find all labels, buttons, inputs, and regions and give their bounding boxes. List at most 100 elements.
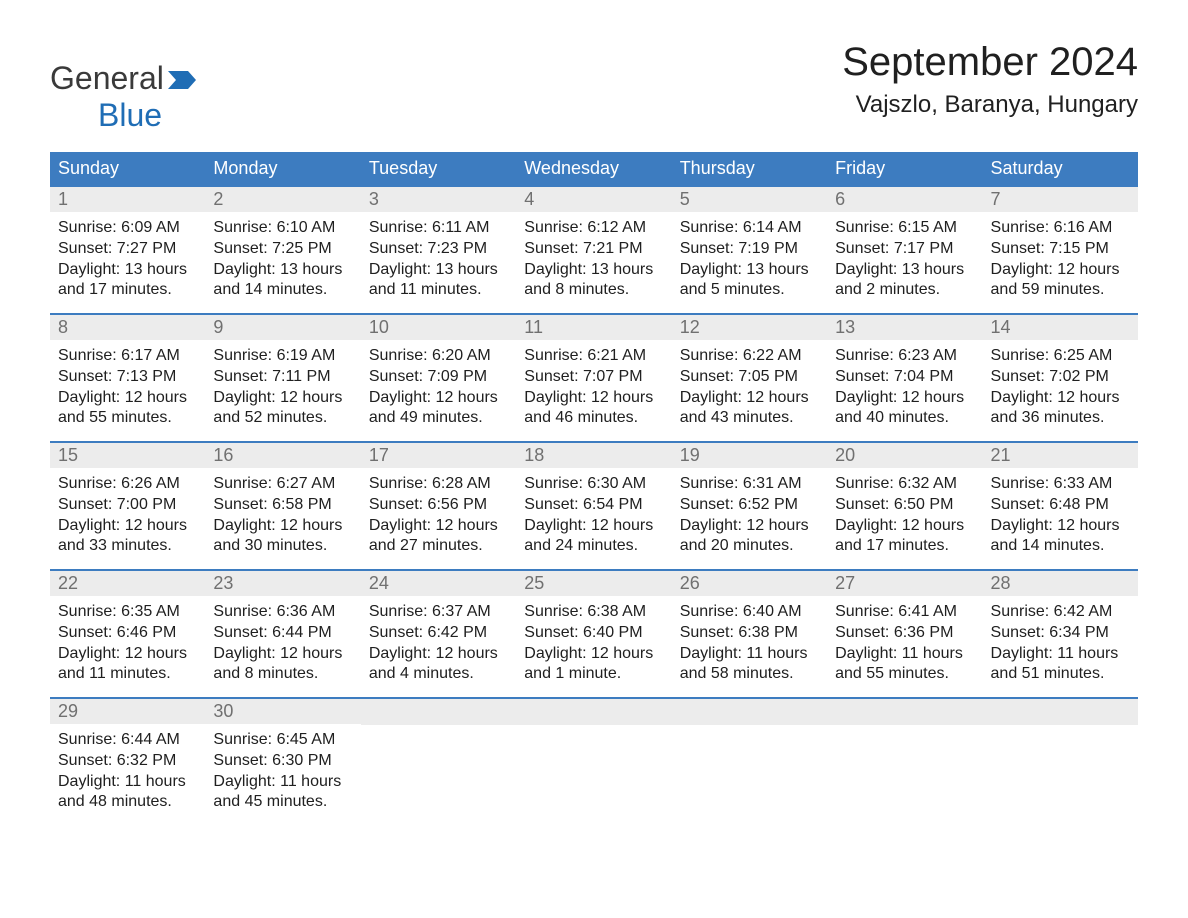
- calendar-day-cell: 8Sunrise: 6:17 AMSunset: 7:13 PMDaylight…: [50, 314, 205, 442]
- weekday-header: Saturday: [983, 152, 1138, 186]
- daylight-text: Daylight: 12 hours and 49 minutes.: [369, 388, 508, 430]
- day-number: 10: [361, 315, 516, 340]
- daylight-text: Daylight: 11 hours and 48 minutes.: [58, 772, 197, 814]
- day-number: 15: [50, 443, 205, 468]
- day-number: 22: [50, 571, 205, 596]
- day-body: Sunrise: 6:44 AMSunset: 6:32 PMDaylight:…: [50, 724, 205, 823]
- day-number: 23: [205, 571, 360, 596]
- sunrise-text: Sunrise: 6:28 AM: [369, 474, 508, 495]
- sunset-text: Sunset: 7:07 PM: [524, 367, 663, 388]
- daylight-text: Daylight: 12 hours and 11 minutes.: [58, 644, 197, 686]
- daylight-text: Daylight: 12 hours and 17 minutes.: [835, 516, 974, 558]
- day-body: Sunrise: 6:17 AMSunset: 7:13 PMDaylight:…: [50, 340, 205, 439]
- day-number: 9: [205, 315, 360, 340]
- calendar-day-cell: 9Sunrise: 6:19 AMSunset: 7:11 PMDaylight…: [205, 314, 360, 442]
- calendar-day-cell: 7Sunrise: 6:16 AMSunset: 7:15 PMDaylight…: [983, 186, 1138, 314]
- sunrise-text: Sunrise: 6:38 AM: [524, 602, 663, 623]
- logo-flag-icon: [168, 60, 196, 96]
- sunset-text: Sunset: 7:19 PM: [680, 239, 819, 260]
- sunrise-text: Sunrise: 6:26 AM: [58, 474, 197, 495]
- day-number: 5: [672, 187, 827, 212]
- day-number: 7: [983, 187, 1138, 212]
- sunset-text: Sunset: 6:56 PM: [369, 495, 508, 516]
- sunset-text: Sunset: 7:27 PM: [58, 239, 197, 260]
- daylight-text: Daylight: 13 hours and 5 minutes.: [680, 260, 819, 302]
- sunrise-text: Sunrise: 6:21 AM: [524, 346, 663, 367]
- calendar-day-cell: 12Sunrise: 6:22 AMSunset: 7:05 PMDayligh…: [672, 314, 827, 442]
- day-body: Sunrise: 6:11 AMSunset: 7:23 PMDaylight:…: [361, 212, 516, 311]
- sunrise-text: Sunrise: 6:45 AM: [213, 730, 352, 751]
- sunset-text: Sunset: 7:02 PM: [991, 367, 1130, 388]
- day-number: 21: [983, 443, 1138, 468]
- day-body: Sunrise: 6:22 AMSunset: 7:05 PMDaylight:…: [672, 340, 827, 439]
- sunrise-text: Sunrise: 6:09 AM: [58, 218, 197, 239]
- day-body: Sunrise: 6:27 AMSunset: 6:58 PMDaylight:…: [205, 468, 360, 567]
- weekday-header: Wednesday: [516, 152, 671, 186]
- calendar-day-cell: 5Sunrise: 6:14 AMSunset: 7:19 PMDaylight…: [672, 186, 827, 314]
- calendar-day-cell: 3Sunrise: 6:11 AMSunset: 7:23 PMDaylight…: [361, 186, 516, 314]
- weekday-header: Thursday: [672, 152, 827, 186]
- calendar-day-cell: 28Sunrise: 6:42 AMSunset: 6:34 PMDayligh…: [983, 570, 1138, 698]
- title-block: September 2024 Vajszlo, Baranya, Hungary: [842, 40, 1138, 119]
- day-body: Sunrise: 6:26 AMSunset: 7:00 PMDaylight:…: [50, 468, 205, 567]
- day-body: Sunrise: 6:40 AMSunset: 6:38 PMDaylight:…: [672, 596, 827, 695]
- day-number: 12: [672, 315, 827, 340]
- day-body: Sunrise: 6:31 AMSunset: 6:52 PMDaylight:…: [672, 468, 827, 567]
- day-body: Sunrise: 6:41 AMSunset: 6:36 PMDaylight:…: [827, 596, 982, 695]
- weekday-header: Sunday: [50, 152, 205, 186]
- sunset-text: Sunset: 6:36 PM: [835, 623, 974, 644]
- daylight-text: Daylight: 12 hours and 43 minutes.: [680, 388, 819, 430]
- day-body: Sunrise: 6:21 AMSunset: 7:07 PMDaylight:…: [516, 340, 671, 439]
- sunset-text: Sunset: 7:21 PM: [524, 239, 663, 260]
- day-number: 20: [827, 443, 982, 468]
- sunset-text: Sunset: 6:54 PM: [524, 495, 663, 516]
- day-body: Sunrise: 6:25 AMSunset: 7:02 PMDaylight:…: [983, 340, 1138, 439]
- day-body: Sunrise: 6:12 AMSunset: 7:21 PMDaylight:…: [516, 212, 671, 311]
- calendar-day-cell: 1Sunrise: 6:09 AMSunset: 7:27 PMDaylight…: [50, 186, 205, 314]
- sunrise-text: Sunrise: 6:36 AM: [213, 602, 352, 623]
- calendar-day-cell: [361, 698, 516, 826]
- day-body: Sunrise: 6:38 AMSunset: 6:40 PMDaylight:…: [516, 596, 671, 695]
- calendar-week-row: 29Sunrise: 6:44 AMSunset: 6:32 PMDayligh…: [50, 698, 1138, 826]
- sunset-text: Sunset: 7:05 PM: [680, 367, 819, 388]
- sunset-text: Sunset: 6:32 PM: [58, 751, 197, 772]
- day-body: Sunrise: 6:20 AMSunset: 7:09 PMDaylight:…: [361, 340, 516, 439]
- calendar-week-row: 8Sunrise: 6:17 AMSunset: 7:13 PMDaylight…: [50, 314, 1138, 442]
- calendar-day-cell: 13Sunrise: 6:23 AMSunset: 7:04 PMDayligh…: [827, 314, 982, 442]
- month-title: September 2024: [842, 40, 1138, 85]
- sunrise-text: Sunrise: 6:42 AM: [991, 602, 1130, 623]
- day-number: 27: [827, 571, 982, 596]
- day-body: Sunrise: 6:30 AMSunset: 6:54 PMDaylight:…: [516, 468, 671, 567]
- calendar-day-cell: 11Sunrise: 6:21 AMSunset: 7:07 PMDayligh…: [516, 314, 671, 442]
- sunset-text: Sunset: 7:17 PM: [835, 239, 974, 260]
- day-number-empty: [672, 699, 827, 725]
- daylight-text: Daylight: 12 hours and 59 minutes.: [991, 260, 1130, 302]
- calendar-day-cell: 19Sunrise: 6:31 AMSunset: 6:52 PMDayligh…: [672, 442, 827, 570]
- sunset-text: Sunset: 7:13 PM: [58, 367, 197, 388]
- daylight-text: Daylight: 12 hours and 27 minutes.: [369, 516, 508, 558]
- day-number: 1: [50, 187, 205, 212]
- sunrise-text: Sunrise: 6:25 AM: [991, 346, 1130, 367]
- day-number: 8: [50, 315, 205, 340]
- calendar-day-cell: 6Sunrise: 6:15 AMSunset: 7:17 PMDaylight…: [827, 186, 982, 314]
- day-number: 11: [516, 315, 671, 340]
- sunset-text: Sunset: 7:11 PM: [213, 367, 352, 388]
- sunrise-text: Sunrise: 6:30 AM: [524, 474, 663, 495]
- logo: General Blue: [50, 40, 196, 134]
- sunrise-text: Sunrise: 6:19 AM: [213, 346, 352, 367]
- calendar-day-cell: 23Sunrise: 6:36 AMSunset: 6:44 PMDayligh…: [205, 570, 360, 698]
- day-body: Sunrise: 6:45 AMSunset: 6:30 PMDaylight:…: [205, 724, 360, 823]
- calendar-day-cell: [827, 698, 982, 826]
- calendar-day-cell: 30Sunrise: 6:45 AMSunset: 6:30 PMDayligh…: [205, 698, 360, 826]
- sunrise-text: Sunrise: 6:33 AM: [991, 474, 1130, 495]
- daylight-text: Daylight: 12 hours and 36 minutes.: [991, 388, 1130, 430]
- calendar-day-cell: 15Sunrise: 6:26 AMSunset: 7:00 PMDayligh…: [50, 442, 205, 570]
- day-body: Sunrise: 6:42 AMSunset: 6:34 PMDaylight:…: [983, 596, 1138, 695]
- daylight-text: Daylight: 11 hours and 51 minutes.: [991, 644, 1130, 686]
- calendar-day-cell: 24Sunrise: 6:37 AMSunset: 6:42 PMDayligh…: [361, 570, 516, 698]
- calendar-day-cell: 17Sunrise: 6:28 AMSunset: 6:56 PMDayligh…: [361, 442, 516, 570]
- daylight-text: Daylight: 11 hours and 55 minutes.: [835, 644, 974, 686]
- daylight-text: Daylight: 12 hours and 46 minutes.: [524, 388, 663, 430]
- calendar-day-cell: 14Sunrise: 6:25 AMSunset: 7:02 PMDayligh…: [983, 314, 1138, 442]
- day-body: Sunrise: 6:19 AMSunset: 7:11 PMDaylight:…: [205, 340, 360, 439]
